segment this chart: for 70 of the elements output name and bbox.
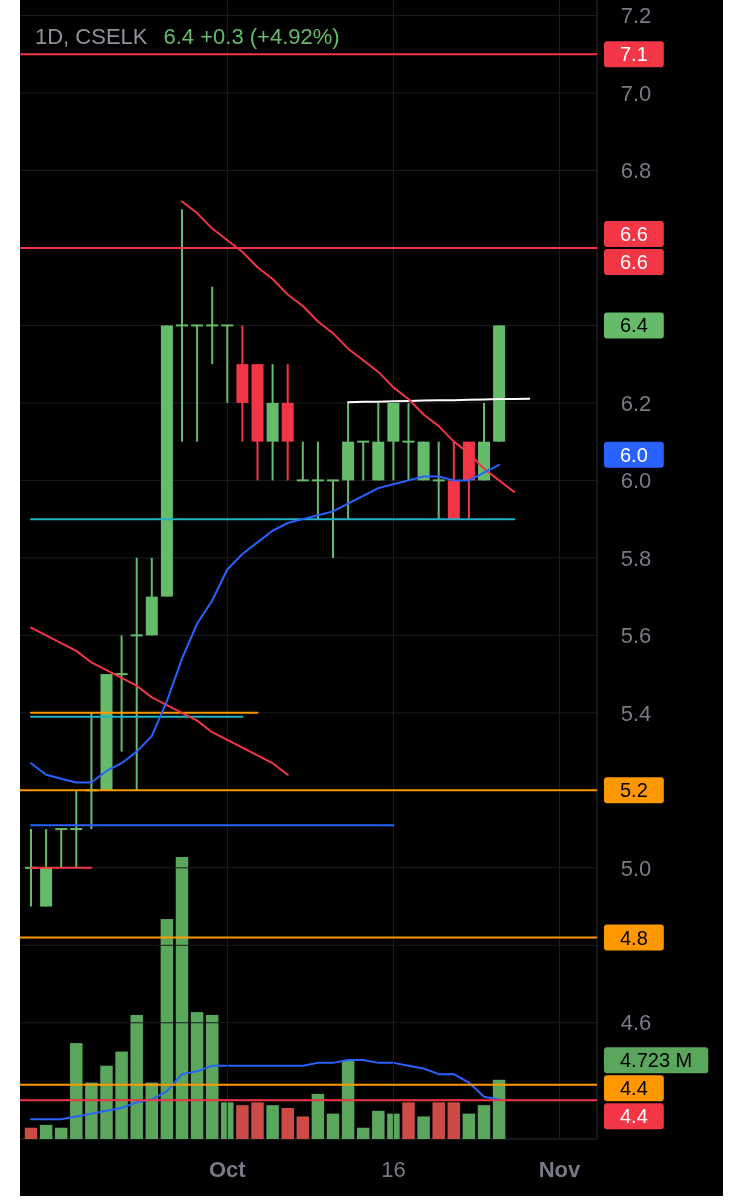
bar	[462, 1113, 476, 1139]
bar	[236, 1105, 249, 1139]
bar	[205, 1014, 219, 1139]
bar	[372, 1110, 385, 1139]
bar	[477, 1105, 491, 1139]
bar	[100, 1065, 113, 1139]
ref-line-label: 4.8	[620, 926, 648, 949]
candlestick	[357, 440, 370, 482]
bar	[356, 1127, 370, 1139]
bar	[39, 1124, 53, 1139]
ref-line-label: 4.4	[620, 1077, 648, 1100]
bar	[266, 1105, 279, 1139]
bar	[85, 1082, 98, 1139]
bar	[160, 919, 174, 1139]
ref-line-label: 6.6	[620, 222, 648, 245]
bar	[387, 1113, 400, 1139]
y-tick-label: 6.8	[620, 158, 652, 184]
y-tick-label: 4.6	[620, 1010, 652, 1036]
x-tick-label: Nov	[538, 1157, 582, 1182]
bar	[447, 1102, 461, 1139]
bar	[281, 1107, 294, 1139]
ref-line-label: 7.1	[620, 43, 648, 66]
bar	[24, 1127, 38, 1139]
candlestick	[176, 208, 188, 443]
y-tick-label: 7.2	[620, 3, 652, 29]
text: 6.4	[620, 314, 648, 337]
y-tick-label: 7.0	[620, 80, 652, 106]
bar	[251, 1102, 264, 1139]
bar	[54, 1127, 68, 1139]
candlestick	[70, 789, 83, 869]
bar	[190, 1012, 204, 1139]
text: 1D, CSELK	[35, 24, 148, 49]
candlestick	[296, 440, 309, 482]
candlestick	[130, 556, 143, 792]
y-tick-label: 6.0	[620, 468, 652, 494]
y-tick-label: 5.0	[620, 855, 652, 881]
candlestick	[402, 401, 415, 482]
bar	[402, 1102, 415, 1139]
x-tick-label: 16	[381, 1157, 406, 1182]
text: 4.723 M	[620, 1049, 693, 1072]
candlestick	[206, 285, 219, 366]
y-tick-label: 5.8	[620, 545, 652, 571]
candlestick	[115, 634, 128, 753]
candlestick	[327, 479, 339, 559]
bar	[130, 1014, 143, 1139]
ref-line-label: 5.2	[620, 779, 648, 802]
bar	[432, 1102, 445, 1139]
bar	[326, 1113, 340, 1139]
bar	[70, 1043, 83, 1139]
bar	[175, 857, 189, 1139]
y-tick-label: 5.6	[620, 623, 652, 649]
bar	[115, 1051, 128, 1139]
line-series	[30, 626, 289, 776]
x-tick-label: Oct	[208, 1157, 247, 1182]
candlestick	[55, 828, 68, 869]
bar	[311, 1093, 325, 1139]
bar	[296, 1116, 310, 1139]
y-tick-label: 6.2	[620, 390, 652, 416]
bar	[417, 1116, 430, 1139]
line-series	[30, 463, 501, 784]
bar	[341, 1060, 355, 1139]
ref-line-label: 4.4	[620, 1105, 648, 1128]
candlestick	[432, 440, 445, 521]
text: 6.4 +0.3 (+4.92%)	[163, 24, 340, 49]
candlestick	[311, 440, 324, 521]
candlestick	[191, 324, 204, 443]
y-tick-label: 5.4	[620, 700, 652, 726]
text: 6.6	[620, 250, 648, 273]
candlestick	[221, 324, 234, 404]
bar	[221, 1102, 234, 1139]
